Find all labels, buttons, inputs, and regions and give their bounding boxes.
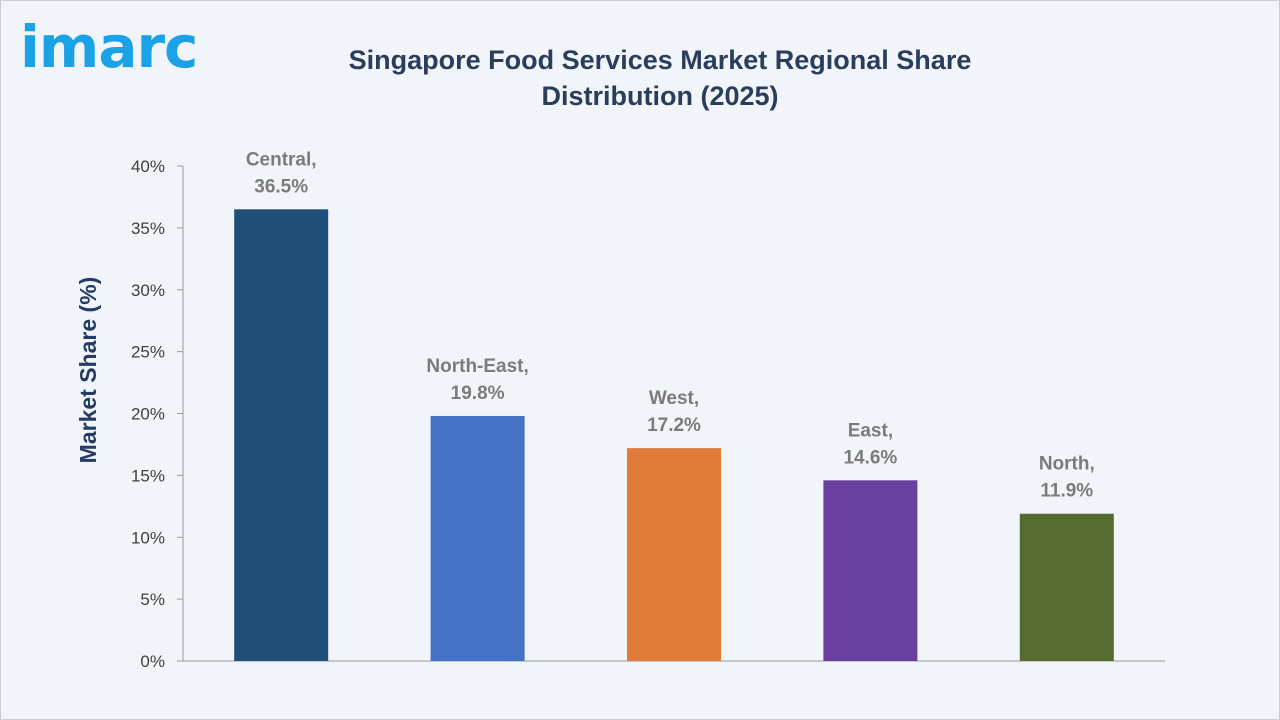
data-label-line: 17.2%: [647, 415, 701, 436]
data-label-line: East,: [848, 420, 893, 441]
data-label: North-East, 19.8%: [426, 356, 528, 404]
y-tick-label: 10%: [131, 528, 165, 547]
data-label-line: 36.5%: [254, 176, 308, 197]
y-tick-label: 20%: [131, 405, 165, 424]
data-label-line: West,: [649, 388, 699, 409]
bar: [430, 415, 525, 661]
logo-text: imarc: [20, 13, 198, 81]
chart-axes: 0% 5% 10% 15% 20% 25% 30% 35% 40%: [131, 157, 1165, 671]
imarc-logo: imarc: [20, 18, 198, 76]
data-label: East, 14.6%: [843, 420, 897, 468]
data-label: West, 17.2%: [647, 388, 701, 436]
y-tick-label: 0%: [140, 652, 165, 671]
y-axis-label: Market Share (%): [75, 277, 101, 464]
data-label-line: North-East,: [426, 356, 528, 377]
y-tick-label: 35%: [131, 219, 165, 238]
chart-data-labels: Central, 36.5% North-East, 19.8% West, 17.2% E…: [246, 149, 1095, 501]
y-tick-label: 25%: [131, 343, 165, 362]
y-tick-label: 5%: [140, 590, 165, 609]
data-label-line: 14.6%: [843, 447, 897, 468]
bar: [627, 448, 721, 661]
data-label: North, 11.9%: [1039, 454, 1095, 502]
data-label-line: North,: [1039, 454, 1095, 475]
y-tick-label: 30%: [131, 281, 165, 300]
y-tick-label: 40%: [131, 157, 165, 176]
y-tick-label: 15%: [131, 466, 165, 485]
data-label-line: 19.8%: [451, 383, 505, 404]
bar: [234, 209, 329, 661]
data-label-line: 11.9%: [1040, 481, 1093, 502]
bar: [1019, 513, 1114, 661]
data-label: Central, 36.5%: [246, 149, 317, 197]
data-label-line: Central,: [246, 149, 317, 170]
chart-bars: [234, 209, 1114, 661]
chart-title: Singapore Food Services Market Regional …: [348, 45, 972, 111]
bar: [823, 480, 918, 661]
